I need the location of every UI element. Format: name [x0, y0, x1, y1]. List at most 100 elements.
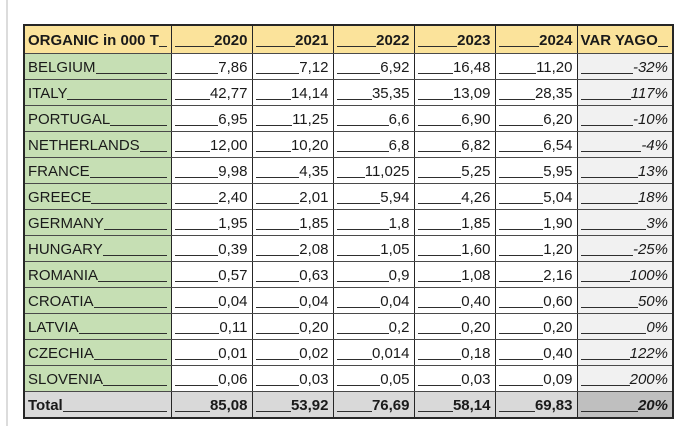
value-cell[interactable]: 0,06 — [170, 365, 253, 392]
value-cell[interactable]: 12,00 — [170, 131, 253, 158]
value-cell[interactable]: 6,90 — [413, 105, 496, 132]
value-cell[interactable]: 7,12 — [251, 53, 334, 80]
value-cell[interactable]: 1,90 — [494, 209, 578, 236]
value-cell[interactable]: 14,14 — [251, 79, 334, 106]
total-value-cell[interactable]: 58,14 — [413, 391, 496, 419]
value-cell[interactable]: 0,57 — [170, 261, 253, 288]
country-cell[interactable]: CROATIA — [23, 287, 172, 314]
value-cell[interactable]: 1,05 — [332, 235, 415, 262]
value-cell[interactable]: 9,98 — [170, 157, 253, 184]
value-cell[interactable]: 0,05 — [332, 365, 415, 392]
value-cell[interactable]: 6,20 — [494, 105, 578, 132]
header-title-cell[interactable]: ORGANIC in 000 T — [23, 24, 172, 54]
value-cell[interactable]: 6,6 — [332, 105, 415, 132]
value-cell[interactable]: 0,01 — [170, 339, 253, 366]
value-cell[interactable]: 5,94 — [332, 183, 415, 210]
value-cell[interactable]: 0,03 — [251, 365, 334, 392]
value-cell[interactable]: 35,35 — [332, 79, 415, 106]
country-cell[interactable]: PORTUGAL — [23, 105, 172, 132]
value-cell[interactable]: 6,82 — [413, 131, 496, 158]
total-label-cell[interactable]: Total — [23, 391, 172, 419]
value-cell[interactable]: 0,04 — [251, 287, 334, 314]
value-cell[interactable]: 6,92 — [332, 53, 415, 80]
var-yago-cell[interactable]: -4% — [576, 131, 674, 158]
value-cell[interactable]: 2,40 — [170, 183, 253, 210]
value-cell[interactable]: 0,39 — [170, 235, 253, 262]
value-cell[interactable]: 13,09 — [413, 79, 496, 106]
country-cell[interactable]: SLOVENIA — [23, 365, 172, 392]
value-cell[interactable]: 6,54 — [494, 131, 578, 158]
value-cell[interactable]: 1,20 — [494, 235, 578, 262]
value-cell[interactable]: 42,77 — [170, 79, 253, 106]
country-cell[interactable]: FRANCE — [23, 157, 172, 184]
value-cell[interactable]: 0,20 — [251, 313, 334, 340]
country-cell[interactable]: BELGIUM — [23, 53, 172, 80]
value-cell[interactable]: 1,08 — [413, 261, 496, 288]
value-cell[interactable]: 0,9 — [332, 261, 415, 288]
country-cell[interactable]: CZECHIA — [23, 339, 172, 366]
var-yago-cell[interactable]: 0% — [576, 313, 674, 340]
var-yago-cell[interactable]: 3% — [576, 209, 674, 236]
value-cell[interactable]: 2,16 — [494, 261, 578, 288]
value-cell[interactable]: 7,86 — [170, 53, 253, 80]
var-yago-cell[interactable]: -32% — [576, 53, 674, 80]
value-cell[interactable]: 1,85 — [413, 209, 496, 236]
value-cell[interactable]: 0,04 — [170, 287, 253, 314]
value-cell[interactable]: 1,60 — [413, 235, 496, 262]
country-cell[interactable]: LATVIA — [23, 313, 172, 340]
value-cell[interactable]: 4,26 — [413, 183, 496, 210]
var-yago-cell[interactable]: 100% — [576, 261, 674, 288]
value-cell[interactable]: 11,20 — [494, 53, 578, 80]
total-value-cell[interactable]: 53,92 — [251, 391, 334, 419]
value-cell[interactable]: 0,40 — [413, 287, 496, 314]
value-cell[interactable]: 11,25 — [251, 105, 334, 132]
header-year-cell[interactable]: 2020 — [170, 24, 253, 54]
var-yago-cell[interactable]: 122% — [576, 339, 674, 366]
value-cell[interactable]: 1,95 — [170, 209, 253, 236]
header-year-cell[interactable]: 2021 — [251, 24, 334, 54]
value-cell[interactable]: 11,025 — [332, 157, 415, 184]
country-cell[interactable]: NETHERLANDS — [23, 131, 172, 158]
var-yago-cell[interactable]: 18% — [576, 183, 674, 210]
value-cell[interactable]: 0,09 — [494, 365, 578, 392]
total-value-cell[interactable]: 69,83 — [494, 391, 578, 419]
var-yago-cell[interactable]: 117% — [576, 79, 674, 106]
value-cell[interactable]: 2,08 — [251, 235, 334, 262]
value-cell[interactable]: 0,40 — [494, 339, 578, 366]
value-cell[interactable]: 0,63 — [251, 261, 334, 288]
country-cell[interactable]: GREECE — [23, 183, 172, 210]
value-cell[interactable]: 6,95 — [170, 105, 253, 132]
header-year-cell[interactable]: 2023 — [413, 24, 496, 54]
total-value-cell[interactable]: 76,69 — [332, 391, 415, 419]
value-cell[interactable]: 0,03 — [413, 365, 496, 392]
value-cell[interactable]: 5,95 — [494, 157, 578, 184]
country-cell[interactable]: HUNGARY — [23, 235, 172, 262]
value-cell[interactable]: 1,8 — [332, 209, 415, 236]
var-yago-cell[interactable]: -25% — [576, 235, 674, 262]
value-cell[interactable]: 5,25 — [413, 157, 496, 184]
var-yago-cell[interactable]: 50% — [576, 287, 674, 314]
value-cell[interactable]: 6,8 — [332, 131, 415, 158]
value-cell[interactable]: 0,11 — [170, 313, 253, 340]
value-cell[interactable]: 0,2 — [332, 313, 415, 340]
header-year-cell[interactable]: 2024 — [494, 24, 578, 54]
country-cell[interactable]: ITALY — [23, 79, 172, 106]
value-cell[interactable]: 0,20 — [494, 313, 578, 340]
value-cell[interactable]: 28,35 — [494, 79, 578, 106]
var-yago-cell[interactable]: -10% — [576, 105, 674, 132]
value-cell[interactable]: 0,014 — [332, 339, 415, 366]
value-cell[interactable]: 0,60 — [494, 287, 578, 314]
var-yago-cell[interactable]: 200% — [576, 365, 674, 392]
value-cell[interactable]: 10,20 — [251, 131, 334, 158]
value-cell[interactable]: 2,01 — [251, 183, 334, 210]
total-value-cell[interactable]: 85,08 — [170, 391, 253, 419]
country-cell[interactable]: ROMANIA — [23, 261, 172, 288]
value-cell[interactable]: 1,85 — [251, 209, 334, 236]
value-cell[interactable]: 16,48 — [413, 53, 496, 80]
total-var-cell[interactable]: 20% — [576, 391, 674, 419]
var-yago-cell[interactable]: 13% — [576, 157, 674, 184]
value-cell[interactable]: 0,02 — [251, 339, 334, 366]
value-cell[interactable]: 5,04 — [494, 183, 578, 210]
header-var-cell[interactable]: VAR YAGO — [576, 24, 674, 54]
value-cell[interactable]: 0,20 — [413, 313, 496, 340]
